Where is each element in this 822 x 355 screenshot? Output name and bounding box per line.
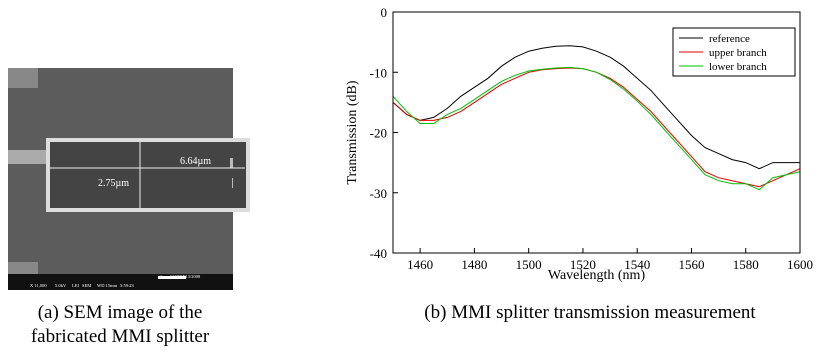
sem-footer-text: WD 15mm — [97, 283, 118, 288]
sem-footer-text: 2/13/2008 — [182, 274, 201, 279]
sem-footer-text: LEI — [72, 283, 79, 288]
y-tick-label: -20 — [370, 126, 387, 141]
x-tick-label: 1580 — [733, 257, 759, 272]
figure: 6.64µm 2.75µm X 11,0005.0kVLEISEMWD 15mm… — [0, 0, 822, 350]
sem-footer-text: 5:59:23 — [120, 283, 135, 288]
legend-label: upper branch — [709, 47, 767, 59]
sem-footer-text: SEM — [82, 283, 91, 288]
line-series — [393, 67, 800, 189]
legend-label: reference — [709, 33, 750, 45]
dimension-label: 6.64µm — [180, 156, 211, 167]
y-tick-label: -40 — [370, 246, 387, 261]
x-axis-label: Wavelength (nm) — [548, 268, 646, 283]
legend-label: lower branch — [709, 61, 767, 73]
caption: fabricated MMI splitter — [31, 326, 210, 347]
y-tick-label: -10 — [370, 65, 387, 80]
dimension-label: 2.75µm — [98, 178, 129, 189]
page: 6.64µm 2.75µm X 11,0005.0kVLEISEMWD 15mm… — [0, 0, 822, 350]
x-tick-label: 1600 — [787, 257, 813, 272]
y-tick-label: -30 — [370, 186, 387, 201]
x-tick-label: 1500 — [516, 257, 542, 272]
caption: (a) SEM image of the — [38, 302, 203, 323]
caption: (b) MMI splitter transmission measuremen… — [424, 302, 756, 323]
x-tick-label: 1460 — [407, 257, 433, 272]
y-tick-label: 0 — [381, 5, 388, 20]
x-tick-label: 1480 — [461, 257, 487, 272]
y-axis-label: Transmission (dB) — [345, 80, 360, 184]
line-series — [393, 68, 800, 187]
sem-footer-text: 1µm — [160, 274, 169, 279]
x-tick-label: 1560 — [678, 257, 704, 272]
sem-footer-text: 5.0kV — [55, 283, 67, 288]
